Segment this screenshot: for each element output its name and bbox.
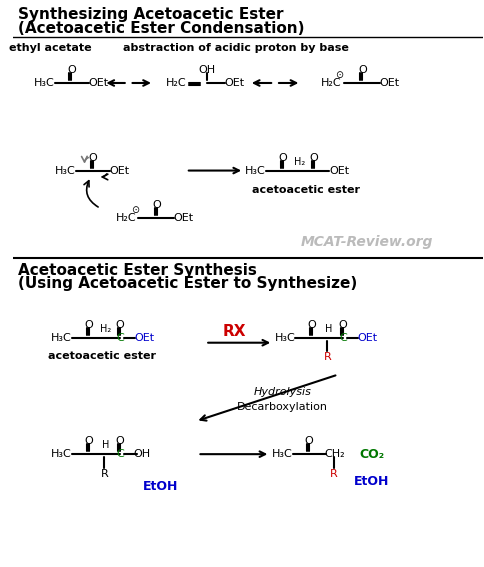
Text: H₂: H₂ [100, 324, 111, 334]
Text: H₂: H₂ [294, 156, 305, 167]
Text: O: O [85, 320, 93, 330]
Text: ⊙: ⊙ [335, 70, 343, 80]
Text: H₂C: H₂C [321, 78, 342, 88]
Text: H₃C: H₃C [51, 449, 72, 459]
Text: OEt: OEt [379, 78, 400, 88]
Text: R: R [101, 469, 108, 479]
Text: Hydrolysis: Hydrolysis [254, 387, 312, 397]
Text: Decarboxylation: Decarboxylation [237, 403, 328, 412]
Text: H₃C: H₃C [55, 166, 76, 176]
Text: acetoacetic ester: acetoacetic ester [252, 185, 360, 196]
Text: RX: RX [223, 324, 246, 339]
Text: H₂C: H₂C [115, 213, 136, 223]
Text: OH: OH [198, 65, 216, 75]
Text: O: O [309, 153, 318, 163]
Text: OEt: OEt [109, 166, 129, 176]
Text: O: O [304, 436, 314, 446]
Text: OEt: OEt [173, 213, 193, 223]
Text: O: O [116, 320, 124, 330]
Text: Acetoacetic Ester Synthesis: Acetoacetic Ester Synthesis [18, 263, 257, 278]
Text: O: O [278, 153, 287, 163]
Text: O: O [116, 436, 124, 446]
Text: OEt: OEt [357, 333, 377, 342]
Text: OEt: OEt [224, 78, 244, 88]
Text: O: O [67, 65, 76, 75]
Text: MCAT-Review.org: MCAT-Review.org [301, 235, 433, 249]
Text: O: O [152, 200, 161, 210]
Text: OEt: OEt [329, 166, 349, 176]
Text: O: O [85, 436, 93, 446]
Text: Synthesizing Acetoacetic Ester: Synthesizing Acetoacetic Ester [18, 7, 284, 22]
Text: H₃C: H₃C [245, 166, 266, 176]
Text: ⊙: ⊙ [131, 205, 139, 215]
Text: (Using Acetoacetic Ester to Synthesize): (Using Acetoacetic Ester to Synthesize) [18, 277, 357, 291]
Text: H₃C: H₃C [274, 333, 295, 342]
Text: C: C [116, 333, 124, 342]
Text: H₃C: H₃C [51, 333, 72, 342]
Text: OEt: OEt [89, 78, 108, 88]
Text: acetoacetic ester: acetoacetic ester [48, 350, 156, 361]
Text: ethyl acetate: ethyl acetate [9, 43, 91, 53]
Text: H: H [325, 324, 332, 334]
Text: O: O [339, 320, 348, 330]
Text: (Acetoacetic Ester Condensation): (Acetoacetic Ester Condensation) [18, 21, 304, 36]
Text: OEt: OEt [134, 333, 154, 342]
Text: C: C [116, 449, 124, 459]
Text: O: O [358, 65, 367, 75]
Text: O: O [307, 320, 317, 330]
Text: R: R [324, 352, 332, 362]
Text: OH: OH [134, 449, 151, 459]
Text: H₃C: H₃C [34, 78, 55, 88]
Text: abstraction of acidic proton by base: abstraction of acidic proton by base [123, 43, 349, 53]
Text: R: R [331, 469, 338, 479]
Text: CH₂: CH₂ [324, 449, 345, 459]
Text: EtOH: EtOH [354, 475, 390, 488]
Text: C: C [339, 333, 347, 342]
Text: EtOH: EtOH [143, 480, 178, 493]
Text: H₂C: H₂C [166, 78, 186, 88]
Text: CO₂: CO₂ [360, 448, 385, 460]
Text: O: O [89, 153, 97, 163]
Text: H₃C: H₃C [272, 449, 292, 459]
Text: H: H [102, 440, 109, 450]
